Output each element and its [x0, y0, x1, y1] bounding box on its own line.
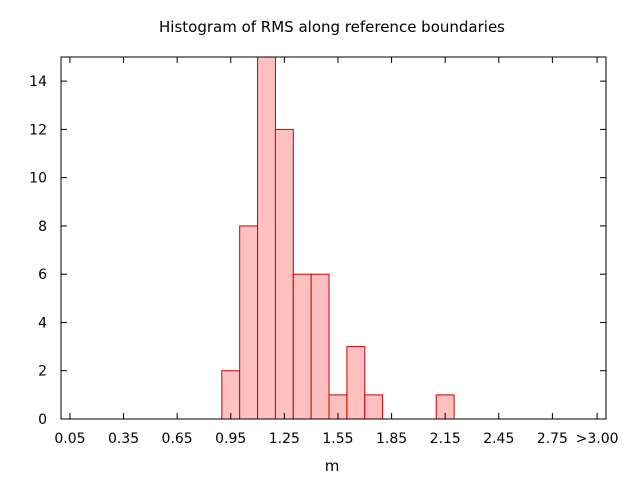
y-tick-label: 6: [38, 267, 47, 283]
x-tick-label: 0.65: [162, 431, 193, 447]
y-tick-label: 14: [29, 74, 47, 90]
x-tick-label: >3.00: [576, 431, 619, 447]
x-tick-label: 1.55: [322, 431, 353, 447]
plot-frame: [60, 56, 607, 420]
histogram-bar: [310, 273, 330, 420]
x-tick-label: 0.05: [54, 431, 85, 447]
y-tick-label: 4: [38, 315, 47, 331]
x-axis-label: m: [325, 457, 340, 475]
x-tick-label: 0.35: [108, 431, 139, 447]
x-tick-label: 1.25: [269, 431, 300, 447]
y-tick-label: 0: [38, 412, 47, 428]
y-tick-label: 8: [38, 219, 47, 235]
histogram-bar: [346, 346, 366, 420]
x-tick-label: 2.45: [483, 431, 514, 447]
y-tick-label: 10: [29, 171, 47, 187]
x-tick-label: 2.75: [537, 431, 568, 447]
histogram-bar: [274, 128, 294, 420]
histogram-bar: [221, 370, 241, 420]
bars-group: [221, 56, 455, 420]
histogram-bar: [292, 273, 312, 420]
x-tick-label: 0.95: [215, 431, 246, 447]
histogram-bar: [364, 394, 384, 420]
y-tick-label: 12: [29, 122, 47, 138]
x-tick-label: 1.85: [376, 431, 407, 447]
histogram-bar: [239, 225, 259, 420]
x-tick-label: 2.15: [430, 431, 461, 447]
ticks-group: 0.05 0.35 0.65 0.95 1.25 1.55 1.85 2.15 2.45 2.75…: [29, 57, 619, 447]
histogram-bar: [257, 56, 276, 420]
chart-title: Histogram of RMS along reference boundar…: [159, 18, 505, 36]
y-tick-label: 2: [38, 364, 47, 380]
